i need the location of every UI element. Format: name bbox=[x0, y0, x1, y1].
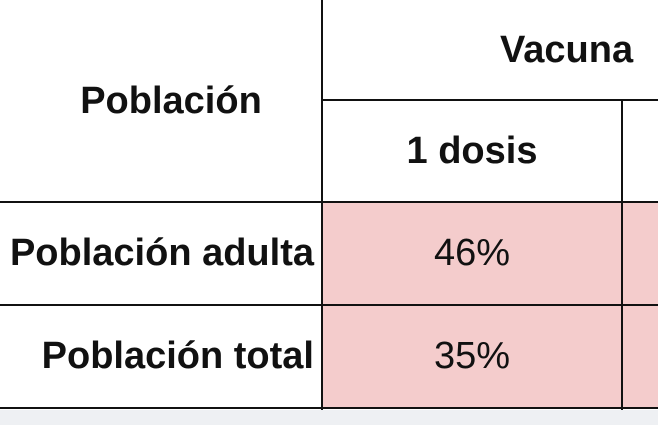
empty-cell bbox=[622, 305, 658, 408]
group-header: Vacuna bbox=[500, 28, 634, 71]
footer-strip bbox=[0, 410, 658, 425]
border bbox=[322, 99, 658, 101]
border bbox=[0, 304, 658, 306]
empty-cell bbox=[622, 202, 658, 305]
value-cell: 46% bbox=[322, 202, 622, 305]
border bbox=[621, 100, 623, 410]
row-label: Población adulta bbox=[9, 232, 314, 274]
border bbox=[321, 0, 323, 410]
sub-header: 1 dosis bbox=[406, 129, 538, 172]
border bbox=[0, 201, 658, 203]
row-label-header: Población bbox=[80, 79, 262, 122]
row-label: Población total bbox=[41, 335, 314, 377]
value-cell: 35% bbox=[322, 305, 622, 408]
border bbox=[0, 407, 658, 409]
